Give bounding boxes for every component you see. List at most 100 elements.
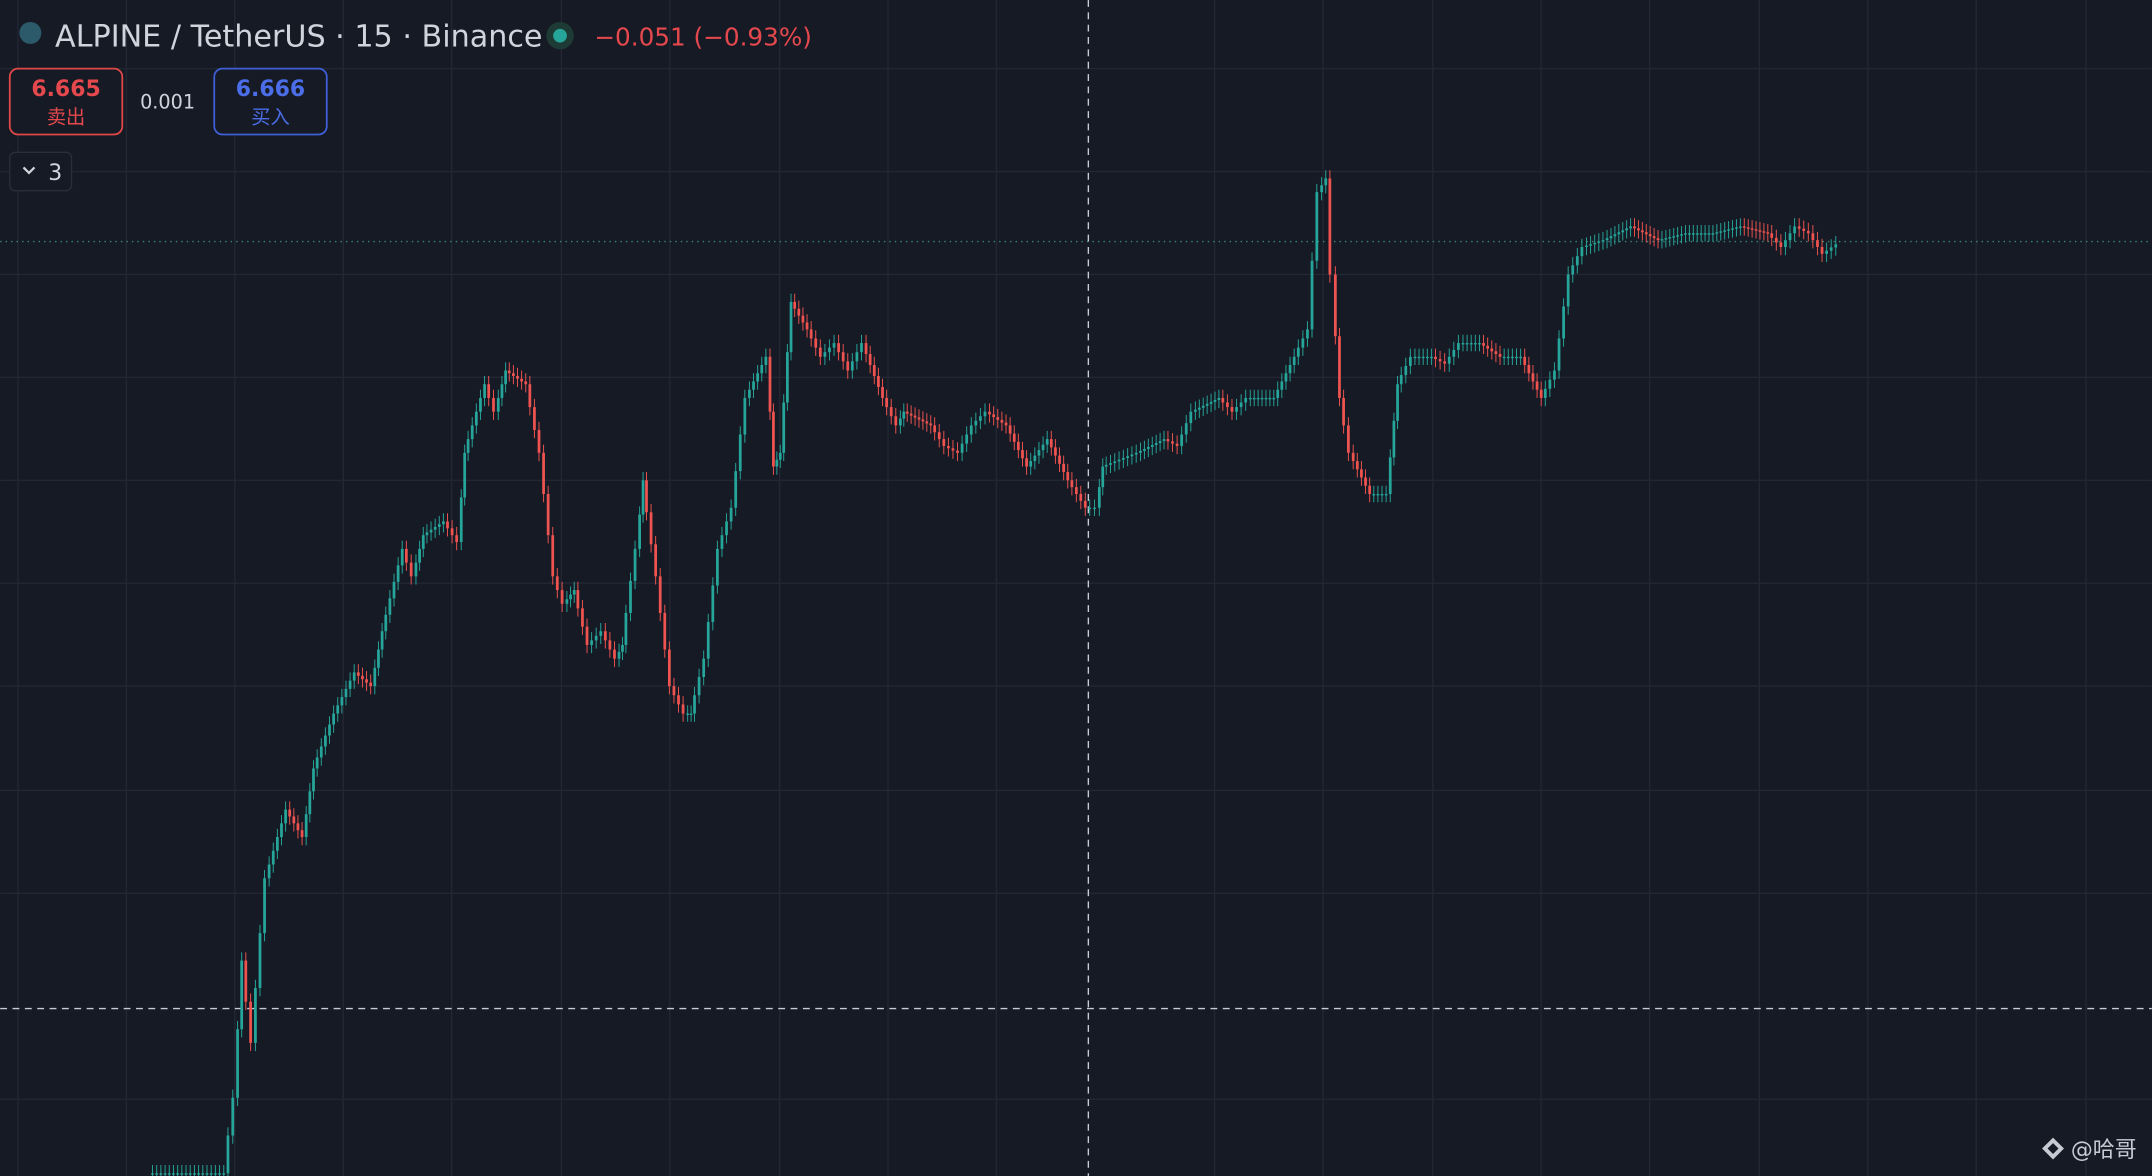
candle-body (772, 411, 775, 467)
candle-body (1117, 459, 1121, 462)
candle-body (1770, 233, 1774, 238)
candle-body (1399, 375, 1403, 385)
candle-body (388, 598, 392, 615)
candle-body (686, 713, 690, 715)
candle-body (590, 640, 593, 645)
chevron-icon (22, 166, 36, 175)
candle-body (1457, 343, 1460, 350)
candle-body (956, 450, 959, 453)
candle-body (1029, 461, 1033, 467)
candle-body (267, 864, 271, 879)
candle-body (254, 988, 257, 1043)
buy-button[interactable] (213, 67, 328, 136)
candle-body (528, 384, 532, 408)
candle-body (373, 667, 377, 687)
candle-body (1605, 238, 1609, 241)
candle-body (446, 521, 449, 529)
candle-body (328, 724, 331, 736)
candle-body (1637, 228, 1640, 231)
candle-body (292, 816, 296, 824)
candle-body (380, 631, 384, 650)
candle-body (336, 705, 340, 714)
candle-body (236, 1029, 239, 1098)
candle-body (463, 452, 467, 498)
candle-body (1126, 456, 1130, 458)
candle-body (1644, 232, 1648, 235)
candle-body (1256, 397, 1260, 400)
candle-body (315, 757, 319, 769)
candle-body (1166, 439, 1170, 442)
candle-body (1154, 443, 1158, 445)
candle-body (725, 521, 728, 536)
symbol-title[interactable]: ALPINE / TetherUS · 15 · Binance (55, 20, 542, 55)
candle-body (599, 631, 603, 636)
candle-body (1784, 240, 1787, 248)
candle-body (1469, 343, 1473, 345)
candle-body (1452, 349, 1456, 357)
candle-body (1396, 384, 1399, 421)
candle-body (1101, 466, 1105, 488)
candle-body (793, 301, 797, 309)
candle-body (546, 494, 550, 536)
candle-body (197, 1173, 200, 1175)
indicator-toggle[interactable] (9, 151, 73, 192)
candle-body (418, 548, 421, 563)
candle-body (1205, 403, 1209, 406)
candle-body (624, 612, 628, 645)
watermark: @哈哥 (2071, 1138, 2137, 1163)
candle-body (542, 452, 545, 495)
symbol-logo[interactable] (19, 21, 42, 44)
candle-body (706, 622, 710, 659)
candle-body (1054, 447, 1057, 456)
candle-body (1443, 361, 1447, 364)
candle-body (1209, 401, 1213, 404)
candle-body (1130, 454, 1134, 457)
candle-body (1315, 192, 1319, 261)
candle-body (500, 384, 504, 398)
candle-body (1280, 381, 1284, 390)
candle-body (1788, 233, 1792, 241)
candle-body (1230, 407, 1234, 412)
candle-body (1735, 227, 1738, 229)
candle-body (960, 443, 964, 453)
candle-body (1811, 233, 1815, 241)
candle-body (885, 397, 889, 408)
candle-body (621, 644, 624, 652)
candle-body (483, 384, 486, 398)
candle-body (1774, 237, 1778, 243)
candle-body (1482, 343, 1485, 346)
candle-body (1430, 356, 1433, 359)
candle-body (1727, 229, 1730, 231)
candle-body (176, 1173, 180, 1175)
candle-body (1652, 236, 1656, 239)
candle-body (455, 535, 459, 543)
candle-body (1621, 230, 1625, 233)
candle-body (1531, 373, 1535, 382)
candle-body (151, 1173, 154, 1175)
candle-body (654, 544, 658, 577)
candle-body (1640, 230, 1644, 233)
candle-body (752, 381, 755, 390)
candle-body (937, 432, 941, 440)
candle-body (1656, 238, 1660, 241)
candle-body (942, 439, 946, 446)
candle-body (312, 768, 315, 792)
candle-body (841, 352, 845, 362)
candle-body (1197, 407, 1201, 410)
candle-body (551, 535, 555, 577)
sell-button[interactable] (8, 67, 124, 136)
candle-body (1523, 356, 1527, 366)
candle-body (756, 373, 760, 382)
candle-body (1408, 356, 1412, 366)
candle-body (1244, 397, 1248, 403)
candle-body (1434, 356, 1437, 360)
candle-body (304, 814, 308, 838)
candle-body (613, 649, 616, 659)
candle-body (1380, 494, 1384, 496)
candle-body (1535, 381, 1539, 390)
candle-body (1201, 405, 1205, 408)
candle-body (1557, 338, 1561, 371)
candle-body (1045, 439, 1049, 445)
candle-body (214, 1173, 217, 1175)
